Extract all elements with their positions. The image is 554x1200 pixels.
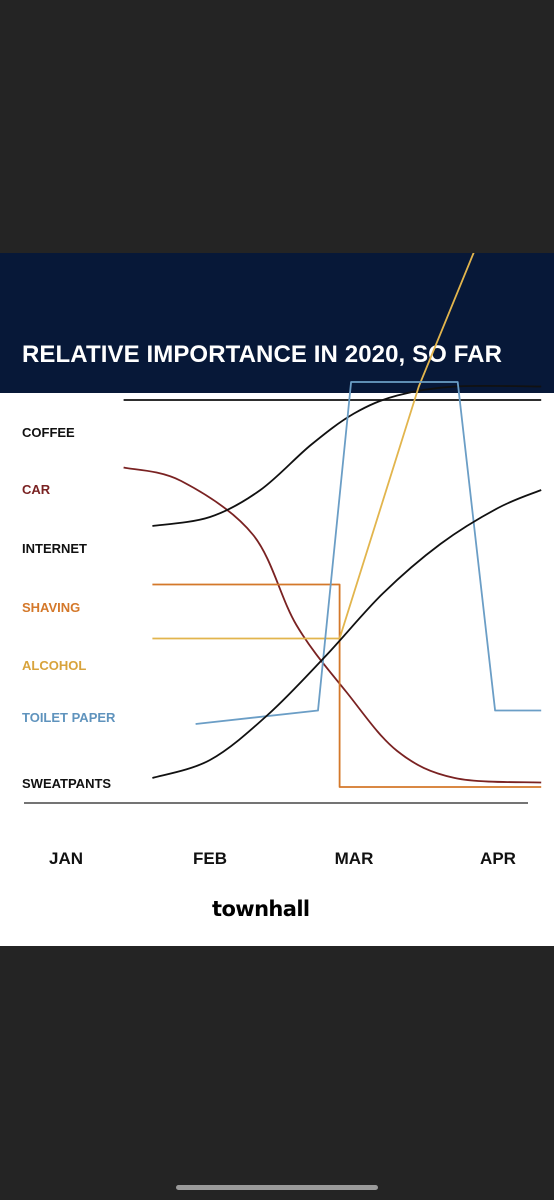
chart-image: RELATIVE IMPORTANCE IN 2020, SO FAR COFF… bbox=[0, 253, 554, 946]
x-tick-label-jan: JAN bbox=[49, 849, 83, 868]
series-label-car: CAR bbox=[22, 482, 51, 497]
series-line-car bbox=[123, 466, 542, 784]
series-label-shaving: SHAVING bbox=[22, 600, 80, 615]
townhall-logo: townhall bbox=[212, 897, 310, 921]
series-line-alcohol bbox=[152, 253, 475, 640]
title-bar: RELATIVE IMPORTANCE IN 2020, SO FAR bbox=[0, 253, 554, 393]
series-label-toilet-paper: TOILET PAPER bbox=[22, 710, 116, 725]
chart-title: RELATIVE IMPORTANCE IN 2020, SO FAR bbox=[22, 341, 503, 368]
x-tick-label-feb: FEB bbox=[193, 849, 227, 868]
series-labels: COFFEE CAR INTERNET SHAVING ALCOHOL TOILET PA… bbox=[22, 425, 116, 791]
home-indicator bbox=[176, 1185, 378, 1190]
series-lines bbox=[123, 253, 542, 788]
series-line-internet bbox=[152, 384, 542, 527]
series-line-sweatpants bbox=[152, 489, 542, 779]
chart-svg: COFFEE CAR INTERNET SHAVING ALCOHOL TOILET PA… bbox=[22, 253, 542, 868]
series-line-toilet-paper bbox=[195, 381, 542, 725]
series-line-shaving bbox=[152, 583, 542, 788]
series-label-coffee: COFFEE bbox=[22, 425, 75, 440]
x-tick-label-mar: MAR bbox=[335, 849, 374, 868]
x-axis-tick-labels: JAN FEB MAR APR bbox=[49, 849, 516, 868]
series-label-alcohol: ALCOHOL bbox=[22, 658, 86, 673]
x-tick-label-apr: APR bbox=[480, 849, 516, 868]
series-label-sweatpants: SWEATPANTS bbox=[22, 776, 111, 791]
series-label-internet: INTERNET bbox=[22, 541, 87, 556]
